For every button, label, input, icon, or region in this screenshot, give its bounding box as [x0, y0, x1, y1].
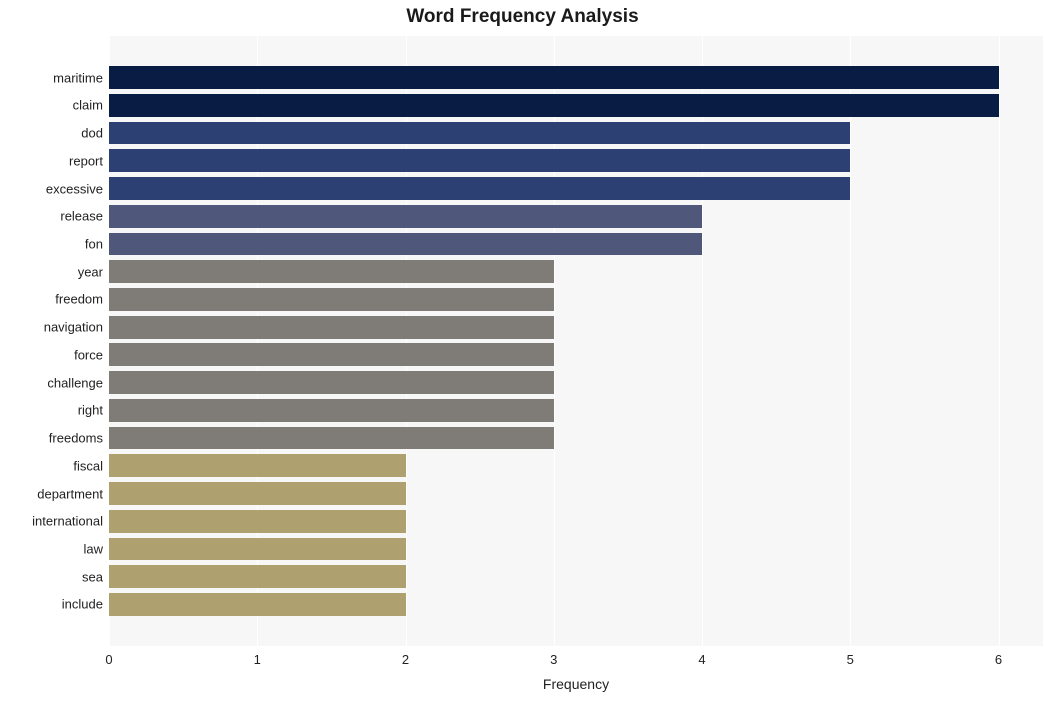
bar	[109, 399, 554, 422]
y-tick-label: dod	[81, 126, 103, 141]
bar	[109, 66, 999, 89]
y-tick-label: freedom	[55, 292, 103, 307]
y-tick-label: law	[83, 541, 103, 556]
bar	[109, 260, 554, 283]
y-tick-label: challenge	[47, 375, 103, 390]
y-tick-label: fiscal	[73, 458, 103, 473]
grid-line	[999, 36, 1000, 646]
bar	[109, 288, 554, 311]
x-tick-label: 0	[105, 652, 112, 667]
y-tick-label: sea	[82, 569, 103, 584]
bar	[109, 427, 554, 450]
x-tick-label: 1	[254, 652, 261, 667]
bar	[109, 316, 554, 339]
bar	[109, 371, 554, 394]
plot-area: 0123456Frequencymaritimeclaimdodreportex…	[109, 36, 1043, 646]
bar	[109, 149, 850, 172]
y-tick-label: year	[78, 264, 103, 279]
y-tick-label: release	[60, 209, 103, 224]
y-tick-label: maritime	[53, 70, 103, 85]
y-tick-label: department	[37, 486, 103, 501]
bar	[109, 177, 850, 200]
bar	[109, 565, 406, 588]
y-tick-label: claim	[73, 98, 103, 113]
y-tick-label: international	[32, 514, 103, 529]
bar	[109, 343, 554, 366]
y-tick-label: navigation	[44, 320, 103, 335]
y-tick-label: fon	[85, 236, 103, 251]
grid-line	[850, 36, 851, 646]
word-frequency-chart: Word Frequency Analysis 0123456Frequency…	[0, 0, 1045, 701]
y-tick-label: force	[74, 347, 103, 362]
y-tick-label: right	[78, 403, 103, 418]
y-tick-label: include	[62, 597, 103, 612]
x-tick-label: 6	[995, 652, 1002, 667]
bar	[109, 538, 406, 561]
bar	[109, 205, 702, 228]
bar	[109, 593, 406, 616]
bar	[109, 510, 406, 533]
bar	[109, 94, 999, 117]
bar	[109, 122, 850, 145]
bar	[109, 233, 702, 256]
chart-title: Word Frequency Analysis	[0, 6, 1045, 28]
x-tick-label: 3	[550, 652, 557, 667]
bar	[109, 482, 406, 505]
bar	[109, 454, 406, 477]
x-tick-label: 4	[698, 652, 705, 667]
y-tick-label: excessive	[46, 181, 103, 196]
x-tick-label: 5	[847, 652, 854, 667]
x-tick-label: 2	[402, 652, 409, 667]
y-tick-label: report	[69, 153, 103, 168]
x-axis-label: Frequency	[543, 676, 609, 692]
y-tick-label: freedoms	[49, 431, 103, 446]
